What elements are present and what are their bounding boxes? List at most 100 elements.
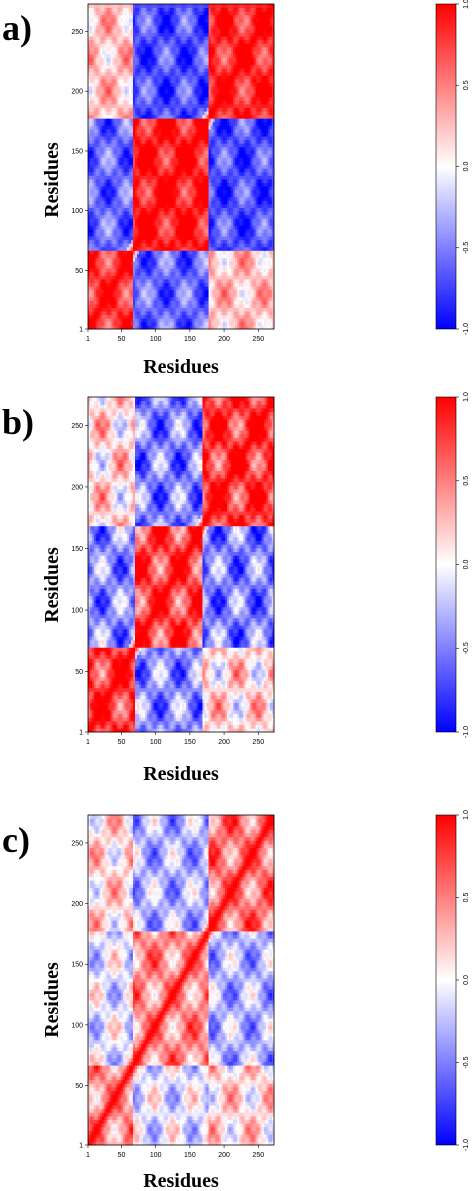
heatmap-cell xyxy=(92,268,95,273)
heatmap-cell xyxy=(96,286,99,291)
heatmap-cell xyxy=(141,82,144,87)
heatmap-cell xyxy=(100,179,103,183)
heatmap-cell xyxy=(153,239,156,244)
heatmap-cell xyxy=(108,182,111,187)
heatmap-cell xyxy=(143,125,146,130)
heatmap-cell xyxy=(102,186,105,191)
heatmap-cell xyxy=(126,168,130,173)
heatmap-cell xyxy=(118,11,122,16)
heatmap-cell xyxy=(141,264,144,269)
heatmap-cell xyxy=(153,82,156,87)
heatmap-cell xyxy=(106,4,109,8)
heatmap-cell xyxy=(116,243,120,248)
heatmap-cell xyxy=(88,129,91,133)
heatmap-cell xyxy=(135,182,138,187)
heatmap-cell xyxy=(137,43,140,48)
heatmap-cell xyxy=(88,32,91,37)
heatmap-cell xyxy=(147,257,150,262)
heatmap-cell xyxy=(135,204,138,208)
heatmap-cell xyxy=(139,282,142,287)
heatmap-cell xyxy=(128,296,132,301)
heatmap-cell xyxy=(137,39,140,44)
heatmap-cell xyxy=(120,196,124,201)
heatmap-cell xyxy=(112,282,115,287)
heatmap-cell xyxy=(151,289,154,294)
heatmap-cell xyxy=(96,293,99,298)
heatmap-cell xyxy=(102,61,105,66)
heatmap-cell xyxy=(118,25,122,30)
heatmap-cell xyxy=(98,257,101,262)
heatmap-cell xyxy=(102,125,105,130)
heatmap-cell xyxy=(96,79,99,83)
heatmap-cell xyxy=(90,204,93,208)
heatmap-cell xyxy=(139,18,142,23)
heatmap-cell xyxy=(92,200,95,205)
heatmap-cell xyxy=(126,96,130,101)
heatmap-cell xyxy=(122,239,126,244)
heatmap-cell xyxy=(130,204,134,208)
heatmap-cell xyxy=(145,71,148,76)
heatmap-cell xyxy=(98,296,101,301)
heatmap-cell xyxy=(124,139,128,144)
heatmap-cell xyxy=(153,189,156,194)
heatmap-cell xyxy=(128,139,132,144)
heatmap-cell xyxy=(122,157,126,162)
heatmap-cell xyxy=(118,161,122,166)
heatmap-cell xyxy=(92,286,95,291)
heatmap-cell xyxy=(122,282,126,287)
heatmap-cell xyxy=(90,264,93,269)
heatmap-cell xyxy=(100,275,103,280)
heatmap-cell xyxy=(94,114,97,119)
heatmap-cell xyxy=(96,186,99,191)
heatmap-cell xyxy=(110,121,113,126)
heatmap-cell xyxy=(94,293,97,298)
heatmap-cell xyxy=(100,207,103,212)
heatmap-cell xyxy=(137,196,140,201)
heatmap-cell xyxy=(135,307,138,312)
heatmap-cell xyxy=(153,307,156,312)
heatmap-cell xyxy=(100,325,103,330)
heatmap-cell xyxy=(112,43,115,48)
heatmap-cell xyxy=(94,196,97,201)
heatmap-cell xyxy=(141,293,144,298)
heatmap-cell xyxy=(149,136,152,141)
heatmap-cell xyxy=(92,36,95,41)
heatmap-cell xyxy=(106,271,109,276)
heatmap-cell xyxy=(147,36,150,41)
heatmap-cell xyxy=(122,182,126,187)
heatmap-cell xyxy=(137,157,140,162)
heatmap-cell xyxy=(92,125,95,130)
heatmap-cell xyxy=(114,300,118,305)
heatmap-cell xyxy=(116,43,120,48)
heatmap-cell xyxy=(130,264,134,269)
heatmap-cell xyxy=(94,139,97,144)
heatmap-cell xyxy=(145,46,148,51)
heatmap-cell xyxy=(116,204,120,208)
heatmap-cell xyxy=(143,236,146,241)
heatmap-cell xyxy=(104,321,107,326)
heatmap-cell xyxy=(126,11,130,16)
heatmap-cell xyxy=(141,271,144,276)
heatmap-cell xyxy=(98,143,101,148)
heatmap-cell xyxy=(100,4,103,8)
heatmap-cell xyxy=(88,114,91,119)
heatmap-cell xyxy=(108,89,111,94)
heatmap-cell xyxy=(135,271,138,276)
heatmap-cell xyxy=(151,214,154,219)
heatmap-cell xyxy=(94,321,97,326)
heatmap-cell xyxy=(92,146,95,151)
heatmap-cell xyxy=(128,143,132,148)
heatmap-cell xyxy=(94,289,97,294)
heatmap-cell xyxy=(108,121,111,126)
heatmap-cell xyxy=(128,232,132,237)
heatmap-cell xyxy=(130,61,134,66)
heatmap-cell xyxy=(145,86,148,91)
heatmap-cell xyxy=(120,318,124,323)
heatmap-cell xyxy=(114,14,118,19)
heatmap-cell xyxy=(130,268,134,273)
heatmap-cell xyxy=(153,64,156,69)
heatmap-cell xyxy=(88,304,91,308)
heatmap-cell xyxy=(137,186,140,191)
heatmap-cell xyxy=(100,186,103,191)
heatmap-cell xyxy=(122,93,126,98)
